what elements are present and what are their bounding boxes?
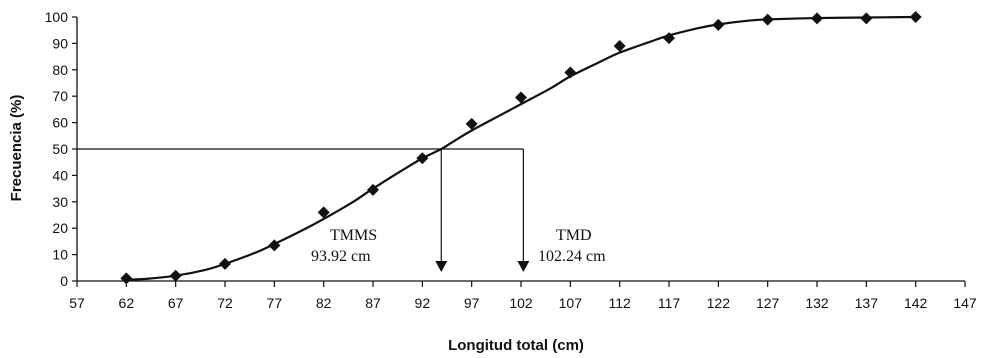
x-tick-label: 142 <box>904 295 928 311</box>
data-point <box>860 12 873 25</box>
x-tick-label: 87 <box>365 295 381 311</box>
data-point <box>169 269 182 282</box>
x-tick-label: 147 <box>953 295 977 311</box>
data-point <box>761 13 774 26</box>
y-tick-label: 70 <box>52 88 68 104</box>
x-tick-label: 92 <box>415 295 431 311</box>
x-tick-label: 107 <box>559 295 583 311</box>
tmms-label: TMMS <box>330 227 377 244</box>
fitted-curve <box>126 15 916 281</box>
data-point <box>219 257 231 270</box>
data-point <box>515 91 527 104</box>
data-point <box>811 12 823 25</box>
data-point <box>613 40 626 53</box>
data-point <box>416 152 429 165</box>
data-point <box>268 239 281 252</box>
reference-lines <box>77 148 530 272</box>
data-points <box>120 11 922 285</box>
annotations: TMMS 93.92 cm TMD 102.24 cm <box>311 227 606 265</box>
tmd-label: TMD <box>556 227 592 244</box>
x-tick-label: 117 <box>658 295 681 311</box>
x-tick-label: 77 <box>267 295 283 311</box>
x-tick-label: 62 <box>119 295 135 311</box>
x-tick-label: 137 <box>855 295 879 311</box>
data-point <box>909 11 922 23</box>
x-tick-label: 127 <box>756 295 780 311</box>
x-tick-label: 72 <box>217 295 233 311</box>
data-point <box>663 32 675 45</box>
y-tick-label: 10 <box>52 247 68 263</box>
x-axis-title: Longitud total (cm) <box>448 337 584 354</box>
axes: 0 10 20 30 40 50 60 70 80 90 100 57 62 67 72 77 82 87 92 97… <box>45 9 977 311</box>
y-tick-label: 60 <box>52 115 68 131</box>
x-tick-label: 67 <box>168 295 184 311</box>
data-point <box>317 206 330 219</box>
y-tick-label: 90 <box>52 35 68 51</box>
data-point <box>564 66 577 79</box>
y-axis-title: Frecuencia (%) <box>8 95 25 202</box>
tmms-value: 93.92 cm <box>311 248 371 265</box>
x-tick-label: 97 <box>464 295 480 311</box>
y-tick-label: 50 <box>52 141 68 157</box>
y-tick-label: 20 <box>52 220 68 236</box>
y-tick-label: 100 <box>45 9 69 25</box>
x-tick-label: 82 <box>316 295 332 311</box>
data-point <box>120 272 133 285</box>
data-point <box>465 117 478 130</box>
x-tick-label: 102 <box>509 295 533 311</box>
data-point <box>367 183 379 196</box>
x-tick-label: 122 <box>707 295 731 311</box>
x-tick-label: 132 <box>805 295 829 311</box>
y-tick-label: 40 <box>52 167 68 183</box>
x-tick-label: 57 <box>69 295 85 311</box>
tmd-value: 102.24 cm <box>538 248 606 265</box>
y-tick-label: 80 <box>52 62 68 78</box>
y-tick-label: 30 <box>52 194 68 210</box>
annotation-arrowhead <box>435 261 448 272</box>
y-tick-label: 0 <box>60 273 68 289</box>
annotation-arrowhead <box>517 261 530 272</box>
data-point <box>712 18 725 31</box>
x-tick-label: 112 <box>609 295 632 311</box>
